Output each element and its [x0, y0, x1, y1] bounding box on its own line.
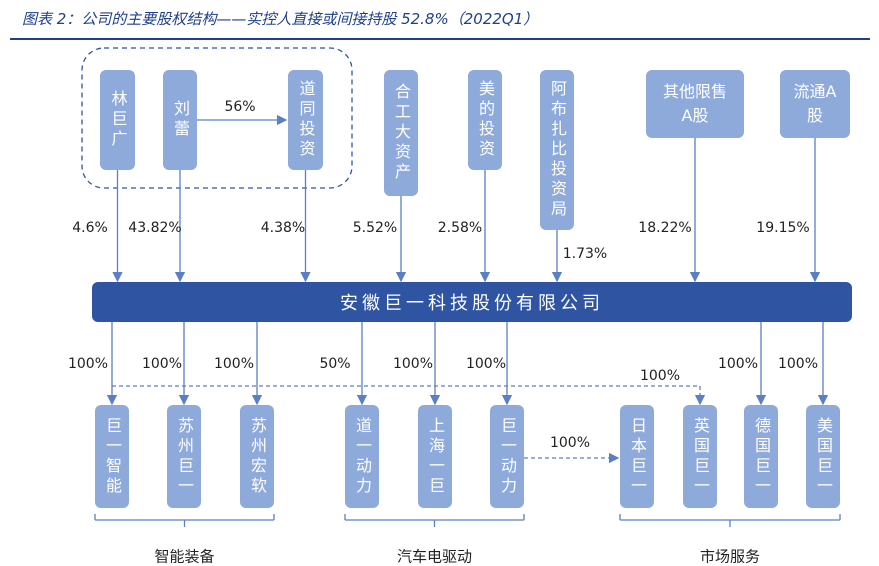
shareholder: 美的投资	[468, 70, 502, 170]
subsidiary: 上海一巨	[418, 405, 452, 508]
subsidiary: 巨一智能	[95, 405, 129, 508]
title: 图表 2：公司的主要股权结构——实控人直接或间接持股 52.8%（2022Q1）	[22, 10, 539, 28]
share-label: 19.15%	[756, 220, 810, 236]
share-label: 100%	[141, 356, 183, 372]
share-label: 5.52%	[352, 220, 398, 236]
share-label: 100%	[549, 435, 591, 451]
segment-label: 汽车电驱动	[396, 547, 473, 566]
segment-label: 市场服务	[699, 547, 761, 566]
share-label: 100%	[465, 356, 507, 372]
share-label: 50%	[319, 356, 351, 372]
share-label: 43.82%	[128, 220, 182, 236]
shareholder: 道同投资	[288, 70, 323, 170]
subsidiary: 日本巨一	[620, 405, 654, 508]
shareholder: 其他限售A股	[646, 70, 744, 138]
share-label: 4.38%	[260, 220, 306, 236]
share-label: 2.58%	[437, 220, 483, 236]
shareholder: 阿布扎比投资局	[540, 70, 574, 230]
share-label: 18.22%	[638, 220, 692, 236]
subsidiary: 美国巨一	[806, 405, 840, 508]
share-label: 100%	[213, 356, 255, 372]
segment-label: 智能装备	[154, 547, 215, 566]
shareholder: 林巨广	[100, 70, 135, 170]
share-label: 1.73%	[562, 246, 608, 262]
subsidiary: 德国巨一	[744, 405, 778, 508]
shareholder: 刘蕾	[163, 70, 197, 170]
share-label: 100%	[777, 356, 819, 372]
shareholder: 流通A股	[780, 70, 850, 138]
subsidiary: 巨一动力	[490, 405, 524, 508]
subsidiary: 道一动力	[345, 405, 379, 508]
share-label: 4.6%	[72, 220, 108, 236]
share-label: 100%	[717, 356, 759, 372]
subsidiary: 苏州巨一	[167, 405, 201, 508]
company: 安徽巨一科技股份有限公司	[92, 282, 852, 322]
share-label: 56%	[224, 99, 256, 115]
share-label: 100%	[392, 356, 434, 372]
share-label: 100%	[67, 356, 109, 372]
subsidiary: 英国巨一	[683, 405, 717, 508]
shareholder: 合工大资产	[384, 70, 418, 196]
controller-group	[81, 47, 353, 189]
subsidiary: 苏州宏软	[240, 405, 274, 508]
share-label: 100%	[639, 368, 681, 384]
